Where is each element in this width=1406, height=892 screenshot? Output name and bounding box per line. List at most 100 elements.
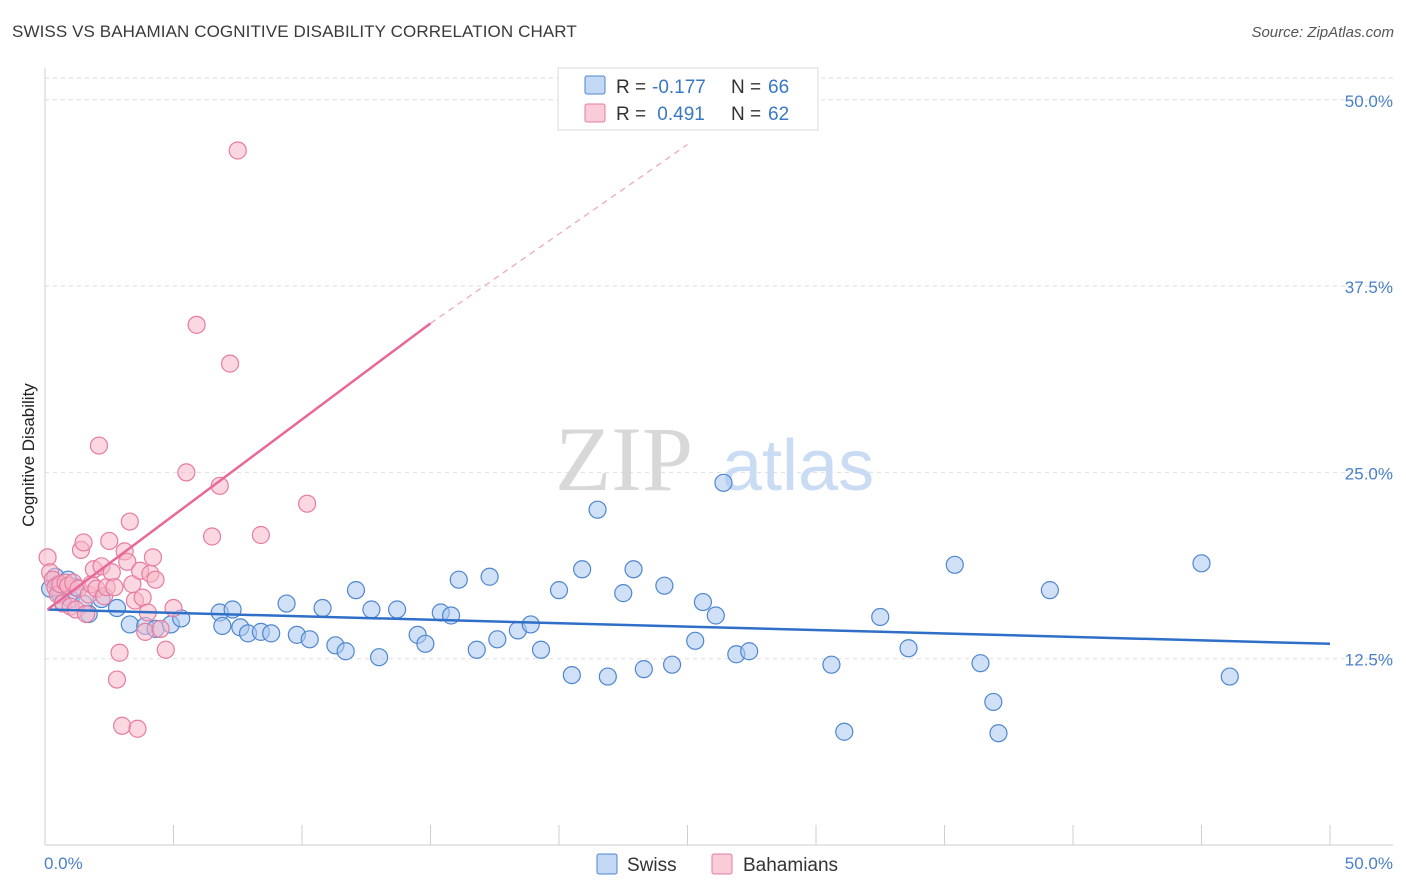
bahamian-point bbox=[128, 719, 147, 738]
swiss-point bbox=[871, 607, 890, 627]
swiss-point bbox=[971, 654, 990, 673]
grid-layer bbox=[45, 77, 1393, 660]
swiss-point bbox=[835, 722, 854, 741]
bahamian-point bbox=[77, 604, 96, 624]
bottom-legend-label-swiss: Swiss bbox=[627, 855, 677, 876]
swiss-point bbox=[488, 630, 507, 649]
legend-n-value-bahamians: 62 bbox=[768, 104, 789, 125]
swiss-point bbox=[262, 624, 281, 643]
swiss-point bbox=[449, 570, 468, 589]
legend-r-value-bahamians: 0.491 bbox=[652, 104, 705, 125]
series-legend: Swiss Bahamians bbox=[596, 853, 838, 876]
swiss-point bbox=[899, 639, 918, 658]
swiss-point bbox=[984, 692, 1003, 712]
bahamian-point bbox=[120, 512, 139, 531]
trend-layer bbox=[46, 143, 1331, 646]
swiss-point bbox=[945, 555, 964, 574]
bahamian-point bbox=[146, 570, 165, 589]
swiss-point bbox=[693, 592, 713, 612]
legend-r-label-swiss: R = bbox=[616, 77, 646, 98]
legend-swatch-swiss bbox=[584, 75, 606, 95]
y-tick-label: 25.0% bbox=[1345, 464, 1393, 483]
bahamian-point bbox=[143, 548, 163, 567]
swiss-trend-line bbox=[47, 608, 1331, 646]
swiss-point bbox=[313, 598, 332, 618]
swiss-point bbox=[549, 581, 569, 600]
legend-swatch-bahamians bbox=[584, 103, 606, 123]
bottom-legend-swatch-swiss bbox=[596, 853, 618, 875]
bahamian-point bbox=[110, 643, 129, 662]
swiss-point bbox=[634, 660, 653, 679]
swiss-point bbox=[370, 648, 389, 667]
x-tick-label-max: 50.0% bbox=[1345, 854, 1393, 873]
bahamian-point bbox=[38, 548, 57, 567]
legend-n-label-swiss: N = bbox=[731, 77, 761, 98]
swiss-point bbox=[387, 600, 407, 619]
y-axis-title: Cognitive Disability bbox=[19, 383, 38, 527]
bahamian-point bbox=[107, 670, 127, 689]
bahamian-point bbox=[118, 552, 137, 571]
swiss-point bbox=[614, 584, 633, 603]
bahamian-point bbox=[156, 640, 175, 659]
watermark-atlas: atlas bbox=[722, 426, 874, 506]
bahamian-point bbox=[298, 494, 317, 513]
swiss-point bbox=[336, 642, 355, 661]
swiss-point bbox=[346, 581, 366, 600]
swiss-point bbox=[277, 594, 296, 613]
y-tick-label: 12.5% bbox=[1345, 651, 1393, 670]
watermark: ZIP atlas bbox=[555, 408, 874, 510]
legend-n-value-swiss: 66 bbox=[768, 77, 789, 98]
bahamian-point bbox=[105, 578, 124, 597]
bahamian-point bbox=[74, 533, 93, 552]
bottom-legend-label-bahamians: Bahamians bbox=[743, 855, 838, 876]
chart-title: SWISS VS BAHAMIAN COGNITIVE DISABILITY C… bbox=[12, 22, 577, 41]
bahamian-point bbox=[100, 531, 119, 551]
legend-n-label-bahamians: N = bbox=[731, 104, 761, 125]
x-tick-label-min: 0.0% bbox=[44, 854, 83, 873]
swiss-point bbox=[822, 655, 841, 674]
swiss-point bbox=[416, 634, 435, 653]
swiss-point bbox=[740, 642, 759, 661]
bahamian-point bbox=[220, 354, 240, 373]
swiss-point bbox=[624, 560, 643, 579]
bahamian-point bbox=[228, 141, 247, 160]
legend-r-label-bahamians: R = bbox=[616, 104, 646, 125]
swiss-point bbox=[521, 615, 540, 634]
bahamian-trend-extension bbox=[430, 143, 688, 324]
source-label: Source: ZipAtlas.com bbox=[1251, 24, 1394, 41]
swiss-point bbox=[1220, 667, 1239, 686]
swiss-point bbox=[706, 606, 725, 625]
correlation-legend: R = -0.177 N = 66 R = 0.491 N = 62 bbox=[557, 67, 819, 131]
bahamian-point bbox=[136, 622, 155, 641]
swiss-point bbox=[562, 665, 581, 685]
bahamian-trend-line bbox=[46, 322, 432, 611]
swiss-point bbox=[467, 640, 486, 659]
swiss-point bbox=[989, 724, 1008, 743]
swiss-point bbox=[1192, 554, 1211, 573]
swiss-point bbox=[1040, 581, 1059, 600]
bottom-legend-swatch-bahamians bbox=[711, 853, 733, 875]
swiss-point bbox=[686, 631, 705, 650]
swiss-point bbox=[714, 473, 733, 492]
bahamian-point bbox=[177, 463, 196, 482]
watermark-zip: ZIP bbox=[555, 408, 693, 510]
swiss-point bbox=[362, 600, 381, 619]
swiss-point bbox=[213, 616, 232, 636]
swiss-points bbox=[41, 473, 1239, 743]
y-tick-label: 50.0% bbox=[1345, 92, 1393, 111]
bahamian-point bbox=[187, 315, 206, 334]
swiss-point bbox=[655, 576, 674, 595]
swiss-point bbox=[300, 630, 319, 649]
legend-r-value-swiss: -0.177 bbox=[652, 77, 706, 98]
swiss-point bbox=[107, 598, 127, 618]
swiss-point bbox=[598, 667, 617, 686]
swiss-point bbox=[120, 615, 139, 634]
swiss-point bbox=[531, 640, 551, 659]
bahamian-points bbox=[38, 141, 317, 738]
swiss-point bbox=[588, 500, 607, 519]
bahamian-point bbox=[251, 525, 270, 545]
bahamian-point bbox=[202, 527, 222, 546]
swiss-point bbox=[662, 655, 682, 674]
axis-layer: 12.5% 25.0% 37.5% 50.0% bbox=[44, 68, 1393, 846]
